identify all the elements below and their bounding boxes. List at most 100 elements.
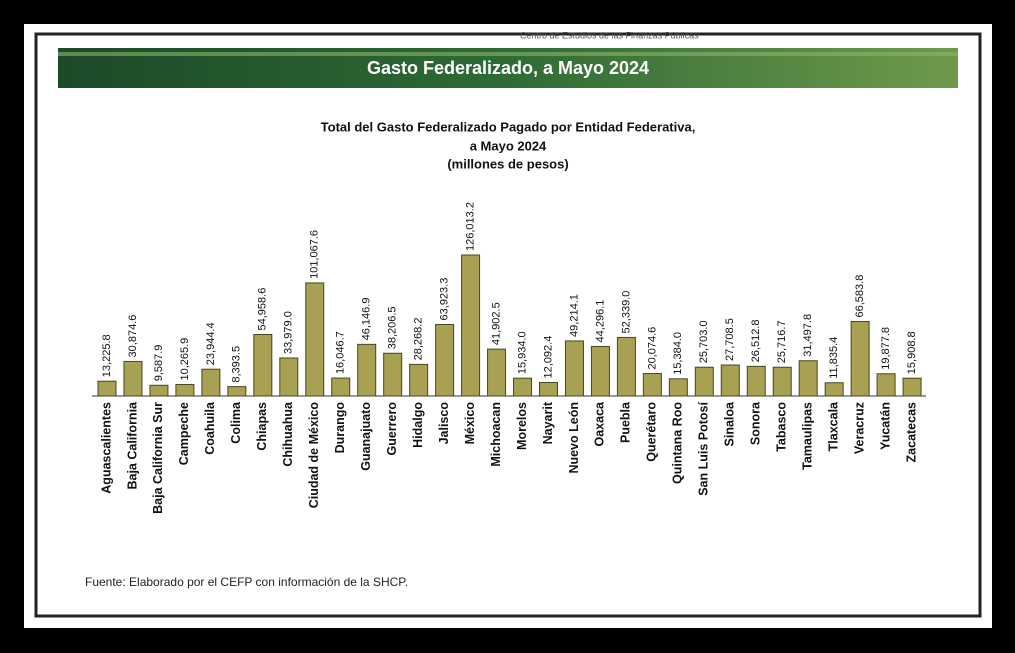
- value-label: 126,013.2: [464, 202, 476, 251]
- value-label: 66,583.8: [854, 275, 866, 318]
- x-tick-label: Nayarit: [541, 401, 555, 444]
- value-label: 46,146.9: [361, 298, 373, 341]
- value-label: 31,497.8: [802, 314, 814, 357]
- value-label: 23,944.4: [205, 322, 217, 365]
- x-tick-label: Chiapas: [255, 402, 269, 451]
- x-tick-label: Baja California: [125, 401, 139, 490]
- x-tick-label: Guerrero: [385, 402, 399, 456]
- value-label: 15,384.0: [672, 332, 684, 375]
- value-label: 63,923.3: [439, 278, 451, 321]
- value-label: 28,268.2: [413, 318, 425, 361]
- value-label: 52,339.0: [620, 291, 632, 334]
- x-tick-label: Sonora: [749, 401, 763, 445]
- value-label: 44,296.1: [594, 300, 606, 343]
- value-label: 25,703.0: [698, 320, 710, 363]
- value-label: 11,835.4: [828, 337, 840, 379]
- x-tick-label: Veracruz: [852, 402, 866, 454]
- value-label: 25,716.7: [776, 320, 788, 363]
- value-label: 19,877.8: [880, 327, 892, 370]
- x-tick-label: Coahuila: [203, 401, 217, 455]
- x-tick-label: Campeche: [177, 402, 191, 465]
- bar: [149, 384, 169, 397]
- bar: [409, 363, 429, 397]
- x-tick-label: Hidalgo: [411, 402, 425, 448]
- source: Fuente: Elaborado por el CEFP con inform…: [85, 575, 408, 589]
- banner-stripe: [58, 52, 958, 56]
- bar: [902, 377, 922, 397]
- x-tick-label: San Luis Potosí: [697, 401, 711, 495]
- bar: [590, 345, 610, 397]
- inner-border: [34, 32, 982, 618]
- org-name: Centro de Estudios de las Finanzas Públi…: [520, 30, 699, 40]
- bar: [720, 364, 740, 397]
- value-label: 15,908.8: [906, 331, 918, 374]
- chart-title: (millones de pesos): [447, 156, 568, 171]
- bar: [331, 377, 351, 397]
- value-label: 9,587.9: [153, 345, 165, 382]
- bar: [305, 282, 325, 397]
- value-label: 15,934.0: [516, 331, 528, 374]
- chart-title: Total del Gasto Federalizado Pagado por …: [321, 119, 696, 134]
- x-tick-label: Baja California Sur: [151, 402, 165, 514]
- bar: [513, 377, 533, 397]
- x-tick-label: Tlaxcala: [826, 401, 840, 451]
- bar: [123, 360, 143, 397]
- x-tick-label: Sinaloa: [723, 401, 737, 447]
- x-tick-label: Colima: [229, 401, 243, 444]
- x-tick-label: Michoacan: [489, 402, 503, 467]
- bar: [642, 373, 662, 397]
- value-label: 8,393.5: [231, 346, 243, 383]
- bar: [668, 378, 688, 397]
- value-label: 49,214.1: [568, 294, 580, 337]
- x-tick-label: Oaxaca: [593, 401, 607, 447]
- bar: [616, 336, 636, 397]
- chart-title: a Mayo 2024: [470, 138, 547, 153]
- x-tick-label: Puebla: [619, 401, 633, 443]
- x-tick-label: Quintana Roo: [671, 402, 685, 484]
- value-label: 27,708.5: [724, 318, 736, 361]
- bar: [824, 382, 844, 397]
- bar: [538, 381, 558, 397]
- bar: [201, 368, 221, 397]
- bar: [435, 323, 455, 397]
- bar: [487, 348, 507, 397]
- value-label: 12,092.4: [542, 336, 554, 379]
- x-tick-label: Yucatán: [878, 402, 892, 450]
- value-label: 101,067.6: [309, 230, 321, 279]
- value-label: 41,902.5: [490, 302, 502, 345]
- value-label: 26,512.8: [750, 320, 762, 363]
- value-label: 20,074.6: [646, 327, 658, 370]
- x-tick-label: Ciudad de México: [307, 402, 321, 509]
- value-label: 16,046.7: [335, 331, 347, 374]
- bar: [746, 365, 766, 397]
- bar: [227, 386, 247, 397]
- bar: [461, 254, 481, 397]
- bar: [253, 334, 273, 397]
- bar: [850, 320, 870, 397]
- x-tick-label: Chihuahua: [281, 401, 295, 467]
- value-label: 30,874.6: [127, 315, 139, 358]
- bar: [97, 380, 117, 397]
- bar: [772, 366, 792, 397]
- x-tick-label: Jalisco: [437, 402, 451, 445]
- x-tick-label: Querétaro: [645, 402, 659, 462]
- x-tick-label: Aguascalientes: [99, 402, 113, 494]
- bar: [798, 360, 818, 397]
- x-tick-label: Durango: [333, 402, 347, 454]
- value-label: 38,206.5: [387, 306, 399, 349]
- bar: [383, 352, 403, 397]
- bar: [357, 343, 377, 397]
- x-tick-label: Morelos: [515, 402, 529, 450]
- x-tick-label: México: [463, 402, 477, 445]
- value-label: 54,958.6: [257, 288, 269, 331]
- bar: [279, 357, 299, 397]
- bar: [694, 366, 714, 397]
- x-tick-label: Zacatecas: [904, 402, 918, 463]
- bar: [876, 373, 896, 397]
- bar: [564, 340, 584, 397]
- value-label: 13,225.8: [101, 334, 113, 377]
- x-tick-label: Guanajuato: [359, 402, 373, 471]
- x-tick-label: Nuevo León: [567, 402, 581, 474]
- banner-title: Gasto Federalizado, a Mayo 2024: [367, 58, 649, 78]
